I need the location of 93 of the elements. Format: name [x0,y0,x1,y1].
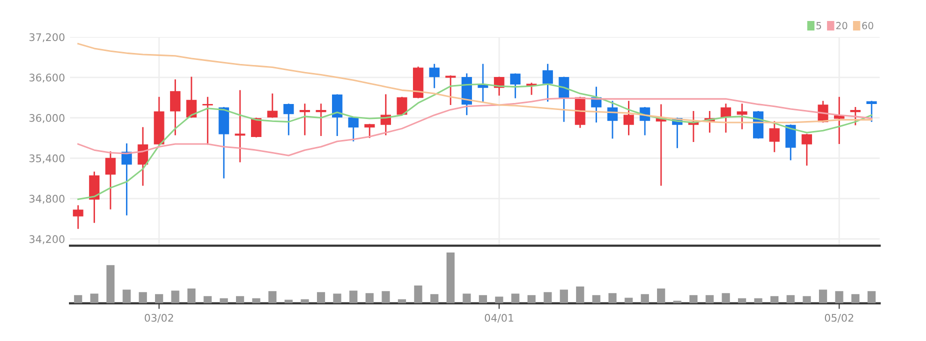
bar [106,265,115,304]
candlestick [510,73,521,98]
bar [284,300,293,304]
candlestick [802,134,812,166]
candlestick [769,121,780,152]
x-tick-label: 04/01 [484,314,514,323]
candlestick [850,106,861,126]
candlestick [89,172,100,223]
bar [802,296,811,304]
candlestick [72,205,84,229]
candlestick [380,94,391,136]
candlestick [834,96,844,144]
candlestick [105,151,116,210]
candlestick [542,64,553,102]
bar [576,286,584,304]
candlestick [785,124,796,160]
bar [430,294,438,304]
bar [689,295,698,304]
candlestick [736,104,748,130]
bar [818,290,828,304]
bar [462,294,471,304]
candlestick [720,104,732,133]
bar [511,294,520,304]
legend-label: 60 [862,22,874,30]
bar [366,293,374,304]
bar [187,288,196,304]
bar [90,294,98,304]
candlestick [396,96,408,116]
bar [640,294,649,304]
y-tick-label: 36,000 [29,114,64,123]
y-tick-label: 35,400 [29,154,64,164]
x-tick-label: 03/02 [144,314,174,323]
bar [738,298,746,304]
bar [204,296,212,304]
candlestick [316,104,326,136]
candlestick [234,90,246,162]
legend-label: 20 [836,22,848,30]
bar [624,298,633,304]
bar [349,290,358,304]
bar [268,291,276,304]
bar [220,298,228,304]
candlestick [251,118,262,138]
bar [382,291,390,304]
bar [478,295,487,304]
bar [868,291,876,304]
candlestick [866,100,877,122]
bar [316,292,326,304]
bar [122,290,131,304]
bar [333,294,342,304]
y-tick-label: 34,800 [29,194,64,204]
y-tick-label: 37,200 [29,33,64,42]
candlestick [445,75,456,106]
bar [592,295,600,304]
x-tick-label: 05/02 [824,314,854,323]
bar [657,288,666,304]
bar [300,299,309,304]
candlestick [429,64,440,88]
bar [414,286,422,304]
bar [527,295,536,304]
bar [446,252,455,304]
bar [171,290,180,304]
bar [608,293,617,304]
bar [754,298,762,304]
candlestick [623,100,634,136]
candlestick [300,104,310,136]
legend-label: 5 [816,22,822,30]
bar [138,292,147,304]
bar [722,293,730,304]
bar [786,295,795,304]
bar [673,300,682,304]
y-tick-label: 36,600 [29,74,64,83]
candlestick [267,94,278,118]
candlestick [558,76,570,122]
bar [770,296,778,304]
bar [835,291,844,304]
candlestick [364,124,375,138]
candlestick [332,94,342,136]
bar [851,294,860,304]
candlestick [348,117,359,142]
bar [706,295,714,304]
candlestick [283,104,294,136]
y-tick-label: 34,200 [29,235,64,244]
bar [155,294,164,304]
bar [236,296,244,304]
bar [560,290,568,304]
line-series [77,42,872,124]
bar [495,296,504,304]
bar [74,295,82,304]
bar [398,299,406,304]
bar [252,298,260,304]
candlestick [202,96,213,145]
candlestick [170,79,180,136]
bar [544,292,552,304]
